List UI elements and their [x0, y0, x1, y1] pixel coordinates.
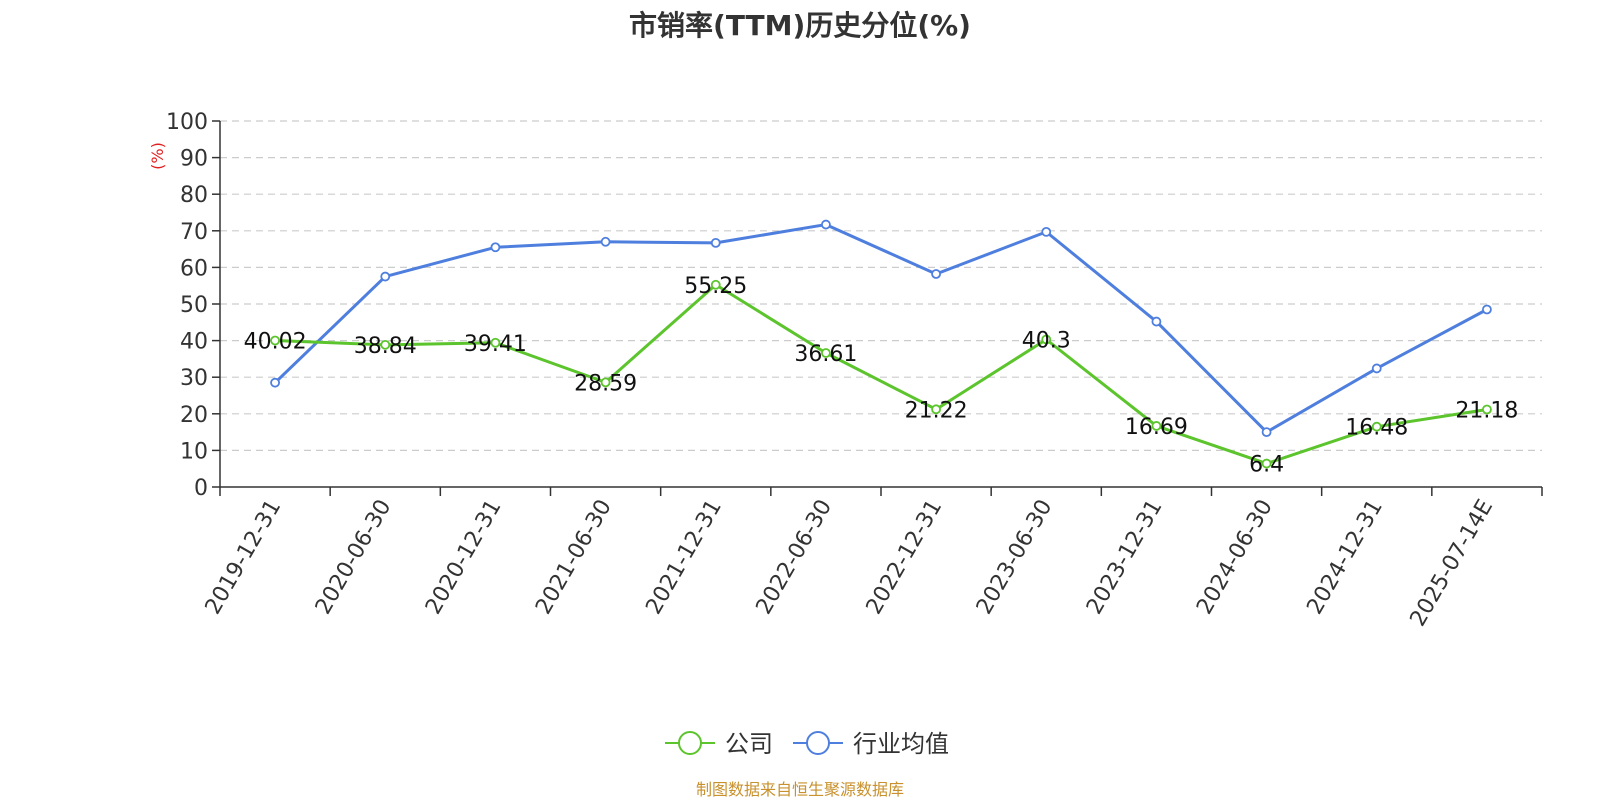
- legend-marker: [678, 731, 702, 755]
- y-tick-label: 40: [180, 330, 208, 355]
- data-label: 28.59: [574, 371, 637, 396]
- x-tick-label: 2024-12-31: [1302, 496, 1388, 619]
- data-point: [1371, 363, 1382, 374]
- data-point: [710, 237, 721, 248]
- data-label: 40.02: [244, 330, 307, 355]
- data-point: [1482, 304, 1492, 315]
- x-tick-label: 2023-06-30: [972, 496, 1058, 619]
- data-point: [931, 269, 941, 279]
- data-point: [380, 271, 391, 282]
- legend-label: 公司: [725, 730, 773, 758]
- y-tick-label: 30: [180, 366, 208, 391]
- data-point: [600, 236, 611, 247]
- data-label: 39.41: [464, 332, 527, 357]
- data-label: 21.22: [905, 398, 968, 423]
- legend: 公司 行业均值: [665, 730, 949, 758]
- series-line-1: [274, 223, 1488, 434]
- y-tick-label: 90: [180, 147, 208, 172]
- x-tick-label: 2022-12-31: [862, 496, 948, 619]
- y-tick-label: 50: [180, 293, 208, 318]
- legend-label: 行业均值: [853, 730, 949, 758]
- y-tick-label: 0: [194, 476, 208, 501]
- data-point: [710, 279, 721, 290]
- y-tick-label: 60: [180, 256, 208, 281]
- data-label: 38.84: [354, 334, 417, 359]
- axis-layer: 0 10 20 30 40 50 60 70 80 90 100 (%) 2019-12-31 2020-…: [148, 110, 1543, 631]
- data-point: [1371, 421, 1382, 432]
- x-tick-label: 2021-06-30: [531, 496, 617, 619]
- x-tick-label: 2020-06-30: [311, 496, 397, 619]
- data-point: [1041, 226, 1052, 237]
- y-tick-label: 10: [180, 439, 208, 464]
- x-tick-label: 2021-12-31: [641, 496, 727, 619]
- grid-layer: [220, 120, 1542, 451]
- data-label: 36.61: [794, 342, 857, 367]
- data-point: [270, 335, 280, 346]
- data-point: [600, 377, 611, 388]
- data-point: [490, 242, 501, 253]
- series-line-0: [275, 283, 1488, 466]
- data-label: 6.4: [1249, 453, 1284, 478]
- data-point: [1041, 334, 1052, 345]
- x-tick-label: 2024-06-30: [1192, 496, 1278, 619]
- data-point: [1151, 421, 1162, 431]
- data-label: 55.25: [684, 274, 747, 299]
- data-point: [490, 337, 501, 348]
- chart-title: 市销率(TTM)历史分位(%): [629, 9, 971, 42]
- data-label: 40.3: [1022, 329, 1071, 354]
- data-point: [1261, 458, 1272, 469]
- series-layer: [270, 219, 1492, 469]
- x-tick-label: 2020-12-31: [421, 496, 507, 619]
- x-tick-label: 2019-12-31: [201, 496, 287, 619]
- y-tick-label: 20: [180, 403, 208, 428]
- data-label: 21.18: [1455, 398, 1518, 423]
- data-point: [931, 404, 941, 415]
- data-label: 16.69: [1125, 415, 1188, 440]
- legend-marker: [806, 731, 830, 755]
- data-point: [821, 348, 831, 358]
- data-point: [1482, 404, 1492, 415]
- y-tick-label: 70: [180, 220, 208, 245]
- y-tick-label: 80: [180, 183, 208, 208]
- data-point: [380, 339, 391, 350]
- source-note: 制图数据来自恒生聚源数据库: [695, 780, 904, 799]
- x-tick-label: 2023-12-31: [1082, 496, 1168, 619]
- x-tick-label: 2025-07-14E: [1406, 496, 1499, 631]
- x-tick-label: 2022-06-30: [752, 496, 838, 619]
- data-point: [821, 219, 831, 230]
- data-point: [270, 377, 280, 388]
- data-label: 16.48: [1345, 416, 1408, 441]
- data-point: [1151, 316, 1162, 327]
- data-point: [1261, 427, 1272, 438]
- label-layer: 40.02 38.84 39.41 28.59 55.25 36.61 21.22 40.3 1…: [244, 274, 1519, 478]
- y-tick-label: 100: [166, 110, 208, 135]
- y-axis-label: (%): [148, 142, 167, 170]
